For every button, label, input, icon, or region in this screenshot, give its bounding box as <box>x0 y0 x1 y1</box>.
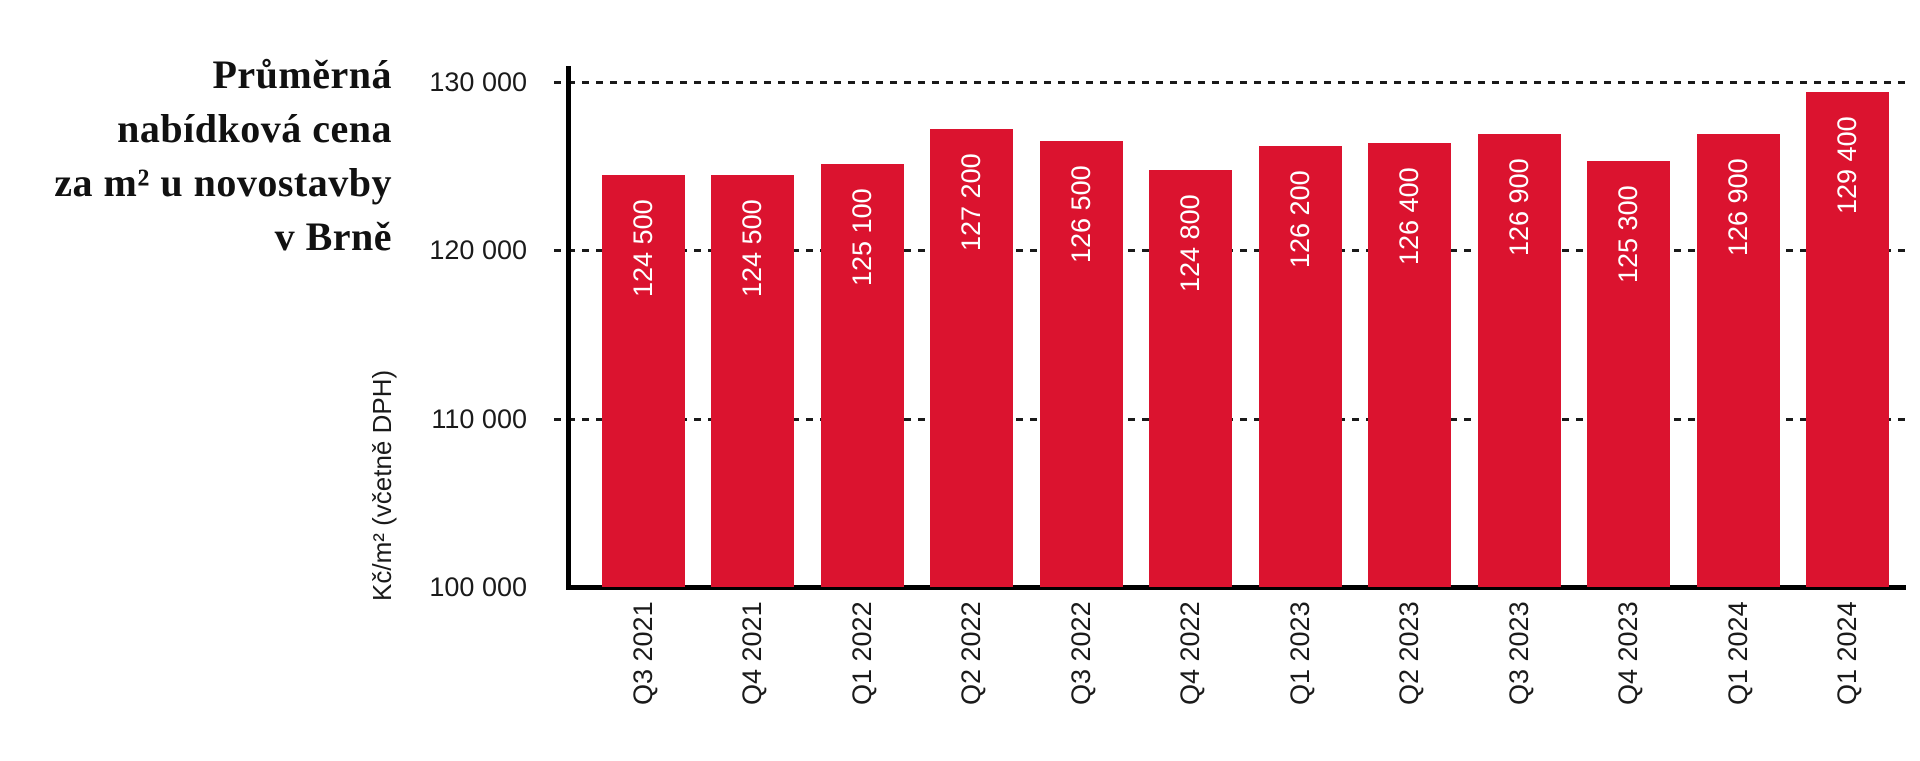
bar: 129 400 <box>1805 92 1889 587</box>
y-tick-label: 130 000 <box>429 67 527 97</box>
bar: 126 900 <box>1696 134 1780 587</box>
y-tick-label: 110 000 <box>431 403 527 434</box>
x-tick-label: Q3 2022 <box>1065 601 1096 705</box>
bar: 126 500 <box>1039 140 1123 587</box>
bar-value-label: 126 500 <box>1065 165 1096 263</box>
bar-value-label: 127 200 <box>956 153 987 252</box>
bar: 125 300 <box>1587 161 1671 587</box>
bar: 125 100 <box>820 164 904 587</box>
x-tick-label: Q3 2023 <box>1503 601 1534 705</box>
x-tick-label: Q4 2021 <box>737 601 768 705</box>
chart-title-line: Průměrná <box>212 52 392 97</box>
bar-value-label: 125 300 <box>1613 185 1644 284</box>
y-axis-line <box>566 66 571 590</box>
bar-value-label: 124 800 <box>1175 193 1206 292</box>
bar: 124 500 <box>602 174 685 587</box>
chart-title-line: v Brně <box>274 214 392 259</box>
bar-value-label: 124 500 <box>737 198 768 297</box>
x-axis-line <box>566 585 1906 590</box>
y-tick-label: 100 000 <box>429 572 527 602</box>
x-tick-label: Q2 2022 <box>956 601 987 705</box>
y-tick-label: 120 000 <box>429 235 527 266</box>
bar-value-label: 129 400 <box>1831 116 1862 215</box>
bar: 126 400 <box>1368 142 1452 587</box>
bar-value-label: 126 400 <box>1394 166 1425 265</box>
bar: 126 900 <box>1477 134 1561 587</box>
chart-title-line: nabídková cena <box>117 106 392 151</box>
bar: 127 200 <box>930 129 1014 587</box>
bar: 126 200 <box>1258 145 1342 587</box>
x-tick-label: Q3 2021 <box>628 601 658 705</box>
chart-title-line: za m² u novostavby <box>54 160 392 205</box>
bar: 124 800 <box>1149 169 1233 587</box>
x-tick-label: Q4 2022 <box>1175 601 1206 705</box>
bar-value-label: 126 900 <box>1503 158 1534 257</box>
bar: 124 500 <box>711 174 795 587</box>
x-tick-label: Q1 2024 <box>1722 601 1753 705</box>
gridline-130000 <box>554 81 1906 84</box>
bar-value-label: 125 100 <box>846 188 877 287</box>
bar-value-label: 126 200 <box>1284 170 1315 268</box>
x-tick-label: Q2 2023 <box>1394 601 1425 705</box>
chart-title: Průměrná nabídková cena za m² u novostav… <box>0 48 392 264</box>
x-tick-label: Q1 2023 <box>1284 601 1315 705</box>
bar-value-label: 126 900 <box>1722 158 1753 257</box>
x-tick-label: Q1 2024 <box>1831 601 1862 705</box>
bar-value-label: 124 500 <box>628 198 658 297</box>
x-tick-label: Q1 2022 <box>846 601 877 705</box>
x-tick-label: Q4 2023 <box>1613 601 1644 705</box>
